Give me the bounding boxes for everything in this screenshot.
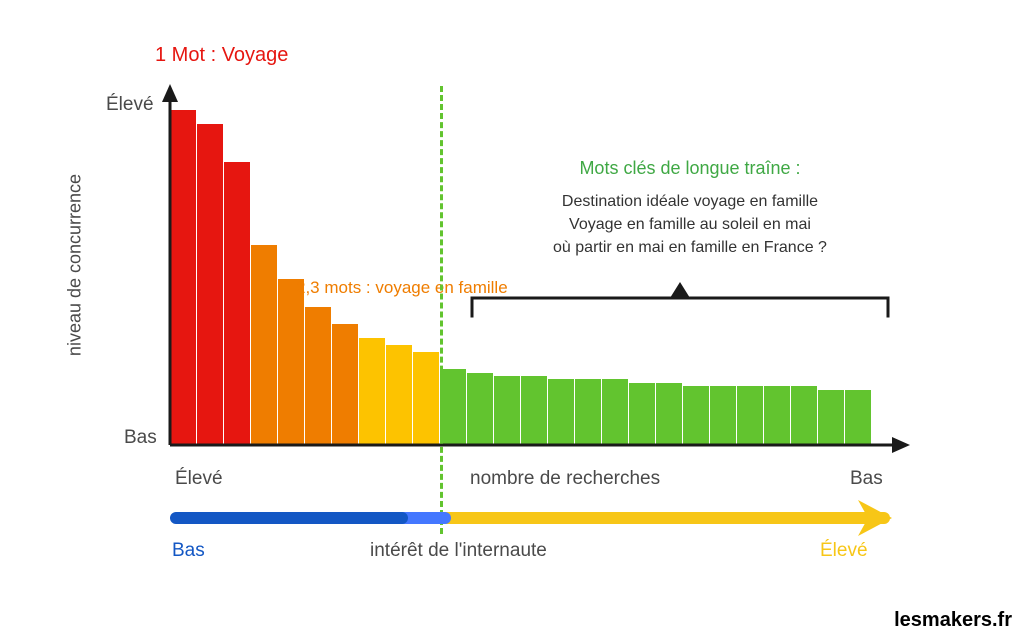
annotation-one-word: 1 Mot : Voyage <box>155 44 288 67</box>
interest-bar-segment <box>170 512 408 524</box>
chart-bar <box>224 162 250 445</box>
chart-bar <box>467 373 493 445</box>
chart-bar <box>845 390 871 445</box>
chart-bar <box>737 386 763 445</box>
interest-arrowhead-icon <box>858 500 892 536</box>
chart-bar <box>413 352 439 445</box>
longtail-example-line: Destination idéale voyage en famille <box>470 190 910 213</box>
y-axis-top-label: Élevé <box>106 94 154 116</box>
chart-bar <box>197 124 223 445</box>
interest-gradient-bar <box>170 506 890 530</box>
bar-chart <box>170 100 890 445</box>
longtail-bracket <box>470 280 890 320</box>
x-axis-right-label: Bas <box>850 468 883 490</box>
chart-bar <box>170 110 196 445</box>
infographic-stage: 1 Mot : Voyage Élevé Bas niveau de concu… <box>0 0 1024 640</box>
chart-bar <box>575 379 601 445</box>
chart-bar <box>494 376 520 445</box>
chart-bar <box>656 383 682 445</box>
annotation-longtail-examples: Destination idéale voyage en familleVoya… <box>470 190 910 260</box>
interest-low-label: Bas <box>172 540 205 562</box>
chart-bar <box>386 345 412 445</box>
chart-bar <box>521 376 547 445</box>
y-axis-title: niveau de concurrence <box>65 174 86 356</box>
chart-bar <box>278 279 304 445</box>
interest-high-label: Élevé <box>820 540 868 562</box>
longtail-example-line: où partir en mai en famille en France ? <box>470 236 910 259</box>
chart-bar <box>629 383 655 445</box>
chart-bar <box>332 324 358 445</box>
watermark-text: lesmakers.fr <box>894 609 1012 632</box>
interest-axis-title: intérêt de l'internaute <box>370 540 547 562</box>
annotation-longtail-title: Mots clés de longue traîne : <box>470 158 910 179</box>
longtail-example-line: Voyage en famille au soleil en mai <box>470 213 910 236</box>
chart-bar <box>359 338 385 445</box>
interest-bar-segment <box>436 512 890 524</box>
chart-bar <box>440 369 466 445</box>
x-axis-title: nombre de recherches <box>470 468 660 490</box>
x-axis-left-label: Élevé <box>175 468 223 490</box>
long-tail-separator-dashed <box>440 86 443 534</box>
chart-bar <box>548 379 574 445</box>
y-axis-bottom-label: Bas <box>124 427 157 449</box>
chart-bar <box>710 386 736 445</box>
chart-bar <box>818 390 844 445</box>
chart-bar <box>683 386 709 445</box>
chart-bar <box>251 245 277 445</box>
chart-bar <box>602 379 628 445</box>
chart-bar <box>791 386 817 445</box>
chart-bar <box>305 307 331 445</box>
chart-bar <box>764 386 790 445</box>
